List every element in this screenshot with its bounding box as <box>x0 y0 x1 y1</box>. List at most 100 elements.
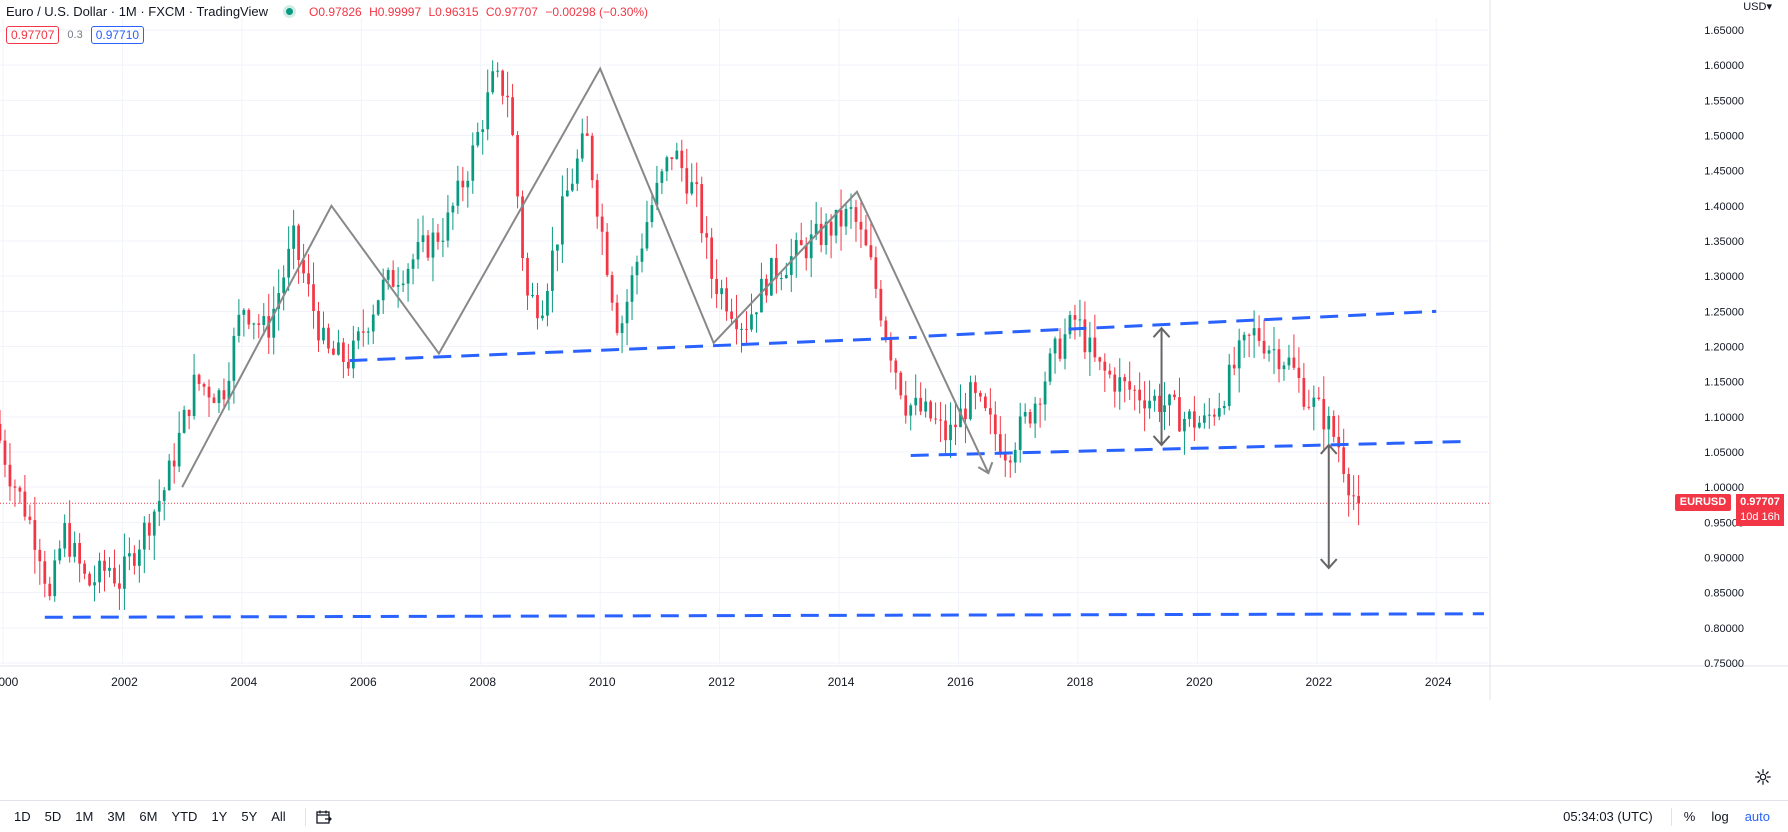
pattern-arrow-head <box>977 461 994 475</box>
candle-body <box>18 487 22 492</box>
y-tick-label: 1.25000 <box>1704 306 1744 318</box>
y-tick-label: 1.15000 <box>1704 377 1744 389</box>
candle-body <box>361 331 365 333</box>
y-tick-label: 1.45000 <box>1704 166 1744 178</box>
candle-body <box>396 285 400 287</box>
symbol-title[interactable]: Euro / U.S. Dollar · 1M · FXCM · Trading… <box>6 4 268 19</box>
candle-body <box>157 500 161 512</box>
candle-body <box>461 180 465 188</box>
candle-body <box>83 563 86 574</box>
candle-body <box>1153 395 1156 401</box>
market-status-dot[interactable] <box>286 8 293 15</box>
candle-body <box>750 314 753 330</box>
candle-body <box>197 374 201 384</box>
candle-body <box>376 300 380 315</box>
candle-body <box>212 397 216 404</box>
range-5y-button[interactable]: 5Y <box>241 809 258 824</box>
candle-body <box>327 327 330 349</box>
candle-body <box>1058 338 1062 359</box>
low-label: L <box>428 4 436 19</box>
candle-body <box>342 342 345 363</box>
candle-body <box>257 323 261 325</box>
candle-body <box>466 180 470 188</box>
percent-scale-toggle[interactable]: % <box>1683 809 1696 824</box>
candle-body <box>705 233 709 238</box>
candle-body <box>237 314 241 336</box>
range-1y-button[interactable]: 1Y <box>211 809 228 824</box>
candle-body <box>1163 405 1166 412</box>
candle-body <box>804 245 808 259</box>
candle-body <box>615 302 619 333</box>
candle-body <box>1193 411 1196 428</box>
candle-body <box>745 328 748 330</box>
x-tick-label: 2018 <box>1067 675 1094 689</box>
candle-body <box>625 301 629 324</box>
buy-sell-panel: 0.97707 0.3 0.97710 <box>6 26 145 44</box>
candle-body <box>1317 397 1321 399</box>
price-chart[interactable]: 1.65000 1.60000 1.55000 1.50000 1.45000 1.400… <box>0 0 1788 760</box>
candle-body <box>456 180 460 206</box>
candle-body <box>496 70 500 72</box>
close-label: C <box>485 4 495 19</box>
y-tick-label: 1.55000 <box>1704 95 1744 107</box>
sell-button[interactable]: 0.97707 <box>6 26 60 44</box>
candle-body <box>889 339 893 361</box>
candle-body <box>182 409 186 433</box>
candle-body <box>103 560 106 571</box>
candle-body <box>48 583 52 597</box>
candle-body <box>1342 447 1346 474</box>
time-axis: 2000 2002 2004 2006 2008 2010 2012 2014 2016 2018… <box>0 675 1452 689</box>
candle-body <box>287 248 291 278</box>
candle-body <box>929 401 932 419</box>
candle-body <box>1138 389 1142 401</box>
chart-area[interactable]: 1.65000 1.60000 1.55000 1.50000 1.45000 1.400… <box>0 0 1788 785</box>
candle-body <box>1188 411 1191 419</box>
symbol-price-label: EURUSD <box>1675 494 1731 512</box>
candle-body <box>1332 415 1336 437</box>
high-value: 0.99997 <box>377 4 422 19</box>
buy-button[interactable]: 0.97710 <box>90 26 145 44</box>
date-range-calendar-icon[interactable] <box>316 810 332 824</box>
candle-body <box>969 382 972 420</box>
y-tick-label: 1.60000 <box>1704 60 1744 72</box>
candle-body <box>1143 400 1146 409</box>
range-5d-button[interactable]: 5D <box>44 809 62 824</box>
range-1m-button[interactable]: 1M <box>75 809 94 824</box>
range-1d-button[interactable]: 1D <box>14 809 31 824</box>
range-3m-button[interactable]: 3M <box>107 809 126 824</box>
range-6m-button[interactable]: 6M <box>139 809 158 824</box>
candle-body <box>829 221 833 236</box>
settings-gear-icon[interactable] <box>1754 768 1772 786</box>
y-tick-label: 0.75000 <box>1704 658 1744 670</box>
candle-body <box>73 542 77 557</box>
range-all-button[interactable]: All <box>271 809 286 824</box>
auto-scale-toggle[interactable]: auto <box>1744 809 1770 824</box>
candle-body <box>1237 340 1241 369</box>
candle-body <box>660 171 664 183</box>
currency-selector[interactable]: USD▾ <box>1743 0 1772 13</box>
candle-body <box>665 157 669 172</box>
candle-body <box>1347 473 1351 496</box>
candle-body <box>1222 406 1226 409</box>
candle-body <box>560 196 564 245</box>
utc-clock[interactable]: 05:34:03 (UTC) <box>1563 809 1653 824</box>
x-tick-label: 2014 <box>828 675 855 689</box>
candle-body <box>715 278 719 295</box>
candle-body <box>1287 357 1291 366</box>
candle-body <box>944 420 947 441</box>
log-scale-toggle[interactable]: log <box>1711 809 1729 824</box>
candle-body <box>167 460 171 491</box>
candle-body <box>491 71 495 93</box>
candle-body <box>710 237 714 279</box>
y-tick-label: 1.35000 <box>1704 236 1744 248</box>
candle-body <box>506 95 509 98</box>
toolbar-divider <box>304 807 306 826</box>
range-ytd-button[interactable]: YTD <box>171 809 198 824</box>
candle-body <box>770 258 773 296</box>
candle-body <box>1247 334 1251 336</box>
candle-body <box>113 567 116 584</box>
candle-body <box>391 270 395 287</box>
candle-body <box>142 522 146 550</box>
candle-body <box>476 132 480 146</box>
candle-body <box>620 323 624 333</box>
